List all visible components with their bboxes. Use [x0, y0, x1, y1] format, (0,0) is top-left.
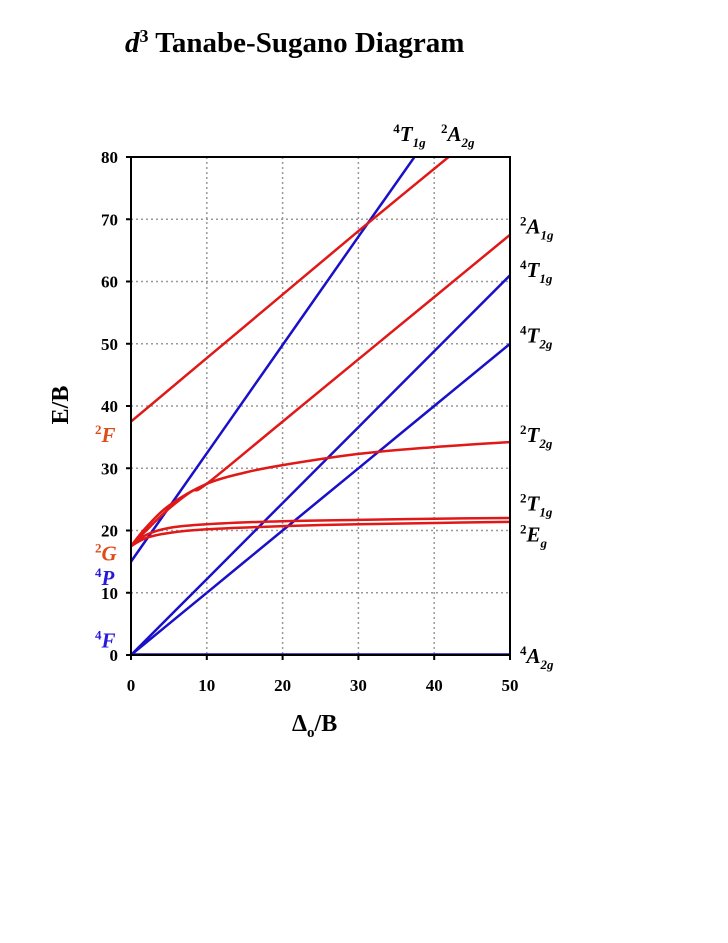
y-tick-label: 20	[101, 522, 118, 541]
x-tick-label: 40	[426, 676, 443, 695]
term-label: 4T2g	[520, 322, 553, 351]
y-tick-label: 10	[101, 584, 118, 603]
x-tick-label: 30	[350, 676, 367, 695]
y-tick-label: 70	[101, 210, 118, 229]
term-label: 2F	[95, 422, 116, 447]
x-tick-label: 20	[274, 676, 291, 695]
term-label: 4F	[95, 627, 116, 652]
series-line-2A1g	[131, 233, 510, 547]
series-line-2A2g	[131, 157, 451, 423]
term-label: 4T1g	[520, 257, 553, 286]
y-tick-label: 0	[110, 646, 119, 665]
title-sup: 3	[140, 26, 149, 46]
x-label-delta: Δ	[292, 711, 307, 737]
series-line-2T1g	[131, 516, 510, 548]
x-label-rest: /B	[314, 711, 338, 737]
y-axis-label: E/B	[48, 386, 74, 425]
series-line-4T1g	[131, 274, 510, 655]
x-axis-label: Δo/B	[292, 711, 337, 741]
series-line-2Eg	[131, 520, 510, 548]
title-rest: Tanabe-Sugano Diagram	[149, 27, 465, 59]
term-labels: 4A2g2Eg2T1g2T2g4T2g4T1g2A1g4T1g2A2g2F2G4…	[95, 121, 554, 672]
y-tick-label: 60	[101, 273, 118, 292]
y-tick-label: 50	[101, 335, 118, 354]
term-label: 2T2g	[520, 422, 553, 451]
series-line-4T1g	[131, 157, 416, 563]
term-label: 2A2g	[441, 121, 475, 150]
term-label: 2G	[95, 540, 117, 565]
grid	[131, 157, 510, 655]
term-label: 2A1g	[520, 213, 554, 242]
x-tick-label: 0	[127, 676, 136, 695]
term-label: 4A2g	[520, 643, 554, 672]
x-label-sub: o	[307, 725, 315, 741]
term-label: 4P	[95, 565, 115, 590]
series-layer	[131, 157, 510, 655]
series-line-2T2g	[131, 440, 510, 547]
y-tick-label: 80	[101, 148, 118, 167]
term-label: 2T1g	[520, 490, 553, 519]
y-tick-label: 40	[101, 397, 118, 416]
y-tick-label: 30	[101, 459, 118, 478]
series-line-4T2g	[131, 342, 510, 655]
x-tick-label: 50	[502, 676, 519, 695]
axis-ticks: 0 10 20 30 40 50 0 10 20 30 40 50 60 70 80	[101, 148, 519, 695]
x-tick-label: 10	[198, 676, 215, 695]
chart-title: d3 Tanabe-Sugano Diagram	[125, 26, 464, 59]
term-label: 2Eg	[520, 522, 548, 551]
term-label: 4T1g	[393, 121, 426, 150]
title-d: d	[125, 27, 140, 59]
